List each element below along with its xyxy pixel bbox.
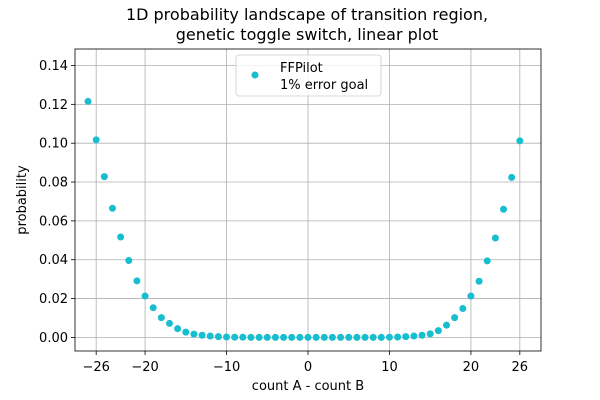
legend-box	[235, 54, 382, 97]
data-point	[467, 292, 475, 300]
data-point	[174, 325, 182, 333]
x-tick-label: −26	[82, 360, 109, 375]
legend: FFPilot 1% error goal	[235, 54, 382, 97]
data-point	[296, 333, 304, 341]
data-point	[247, 333, 255, 341]
grid-layer	[75, 49, 541, 351]
y-tick-label: 0.12	[39, 98, 68, 113]
data-point	[84, 97, 92, 105]
data-point	[133, 277, 141, 285]
x-tick-label: 10	[381, 360, 398, 375]
data-point	[434, 327, 442, 335]
legend-marker	[251, 71, 259, 79]
data-point	[410, 332, 418, 340]
data-point	[92, 136, 100, 144]
y-tick-label: 0.04	[39, 253, 68, 268]
data-point	[271, 333, 279, 341]
data-point	[304, 333, 312, 341]
data-point	[377, 333, 385, 341]
data-point	[280, 333, 288, 341]
data-point	[312, 333, 320, 341]
y-tick-label: 0.06	[39, 214, 68, 229]
data-point	[353, 333, 361, 341]
data-point	[190, 330, 198, 338]
y-tick-label: 0.00	[39, 331, 68, 346]
chart-title-line-2: genetic toggle switch, linear plot	[176, 25, 439, 44]
data-point	[149, 304, 157, 312]
legend-label-line-2: 1% error goal	[280, 78, 368, 93]
data-point	[100, 173, 108, 181]
data-point	[418, 331, 426, 339]
data-point	[214, 333, 222, 341]
data-point	[108, 204, 116, 212]
x-tick-label: 0	[304, 360, 312, 375]
data-point	[426, 330, 434, 338]
data-point	[288, 333, 296, 341]
y-tick-label: 0.02	[39, 292, 68, 307]
legend-label-line-1: FFPilot	[280, 61, 323, 76]
data-point	[385, 333, 393, 341]
data-point	[491, 234, 499, 242]
data-point	[255, 333, 263, 341]
data-point	[125, 256, 133, 264]
data-point	[516, 137, 524, 145]
data-point	[328, 333, 336, 341]
data-point	[442, 321, 450, 329]
data-point	[361, 333, 369, 341]
data-point	[198, 331, 206, 339]
y-tick-label: 0.10	[39, 137, 68, 152]
data-point	[239, 333, 247, 341]
ticks-layer: −26 −20 −10 0 10 20 26 0.00 0.02 0.04 0.06 0.08 0.10…	[39, 59, 528, 375]
y-tick-label: 0.14	[39, 59, 68, 74]
x-tick-label: 26	[512, 360, 529, 375]
chart-title-line-1: 1D probability landscape of transition r…	[126, 5, 488, 24]
data-point	[475, 277, 483, 285]
data-point	[117, 233, 125, 241]
x-tick-label: −20	[131, 360, 158, 375]
x-tick-label: 20	[463, 360, 480, 375]
x-tick-label: −10	[213, 360, 240, 375]
data-point	[508, 173, 516, 181]
data-point	[141, 292, 149, 300]
data-point	[263, 333, 271, 341]
y-tick-label: 0.08	[39, 176, 68, 191]
data-point	[223, 333, 231, 341]
points-layer	[84, 97, 524, 341]
y-axis-label: probability	[15, 165, 30, 235]
data-point	[483, 257, 491, 265]
data-point	[231, 333, 239, 341]
data-point	[500, 205, 508, 213]
data-point	[166, 319, 174, 327]
data-point	[206, 332, 214, 340]
data-point	[394, 333, 402, 341]
data-point	[369, 333, 377, 341]
data-point	[182, 328, 190, 336]
data-point	[451, 314, 459, 322]
data-point	[345, 333, 353, 341]
data-point	[402, 333, 410, 341]
data-point	[320, 333, 328, 341]
plot-frame	[74, 48, 542, 352]
data-point	[337, 333, 345, 341]
x-axis-label: count A - count B	[252, 379, 364, 394]
data-point	[459, 304, 467, 312]
data-point	[157, 314, 165, 322]
